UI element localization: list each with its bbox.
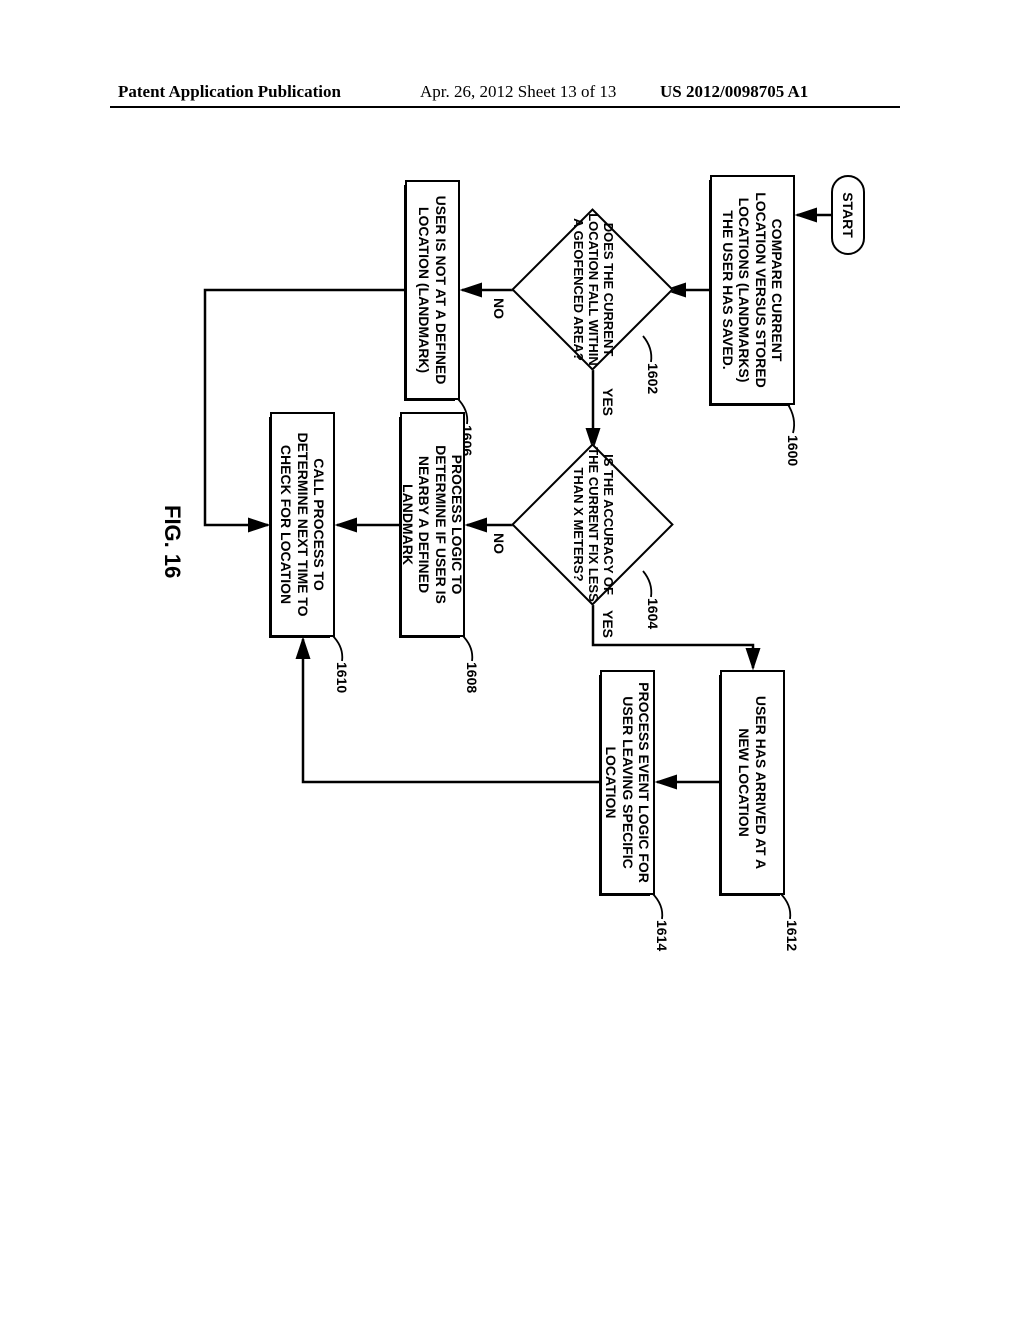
accuracy-text: IS THE ACCURACY OF THE CURRENT FIX LESS … xyxy=(535,444,650,605)
nearby-node: PROCESS LOGIC TO DETERMINE IF USER IS NE… xyxy=(400,412,465,637)
geofence-decision: DOES THE CURRENT LOCATION FALL WITHIN A … xyxy=(535,232,650,347)
ref-1612: 1612 xyxy=(784,920,800,951)
yes-label-2: YES xyxy=(600,610,616,638)
arrived-text: USER HAS ARRIVED AT A NEW LOCATION xyxy=(736,678,768,887)
ref-1600: 1600 xyxy=(785,435,801,466)
ref-1608: 1608 xyxy=(464,662,480,693)
ref-1614: 1614 xyxy=(654,920,670,951)
notat-node: USER IS NOT AT A DEFINED LOCATION (LANDM… xyxy=(405,180,460,400)
accuracy-decision: IS THE ACCURACY OF THE CURRENT FIX LESS … xyxy=(535,467,650,582)
start-node: START xyxy=(831,175,865,255)
flowchart-diagram: START COMPARE CURRENT LOCATION VERSUS ST… xyxy=(125,165,905,955)
no-label-1: NO xyxy=(491,298,507,319)
leaving-text: PROCESS EVENT LOGIC FOR USER LEAVING SPE… xyxy=(603,678,651,887)
header-rule xyxy=(110,106,900,108)
yes-label-1: YES xyxy=(600,388,616,416)
arrived-node: USER HAS ARRIVED AT A NEW LOCATION xyxy=(720,670,785,895)
ref-1610: 1610 xyxy=(334,662,350,693)
compare-text: COMPARE CURRENT LOCATION VERSUS STORED L… xyxy=(720,183,784,397)
compare-node: COMPARE CURRENT LOCATION VERSUS STORED L… xyxy=(710,175,795,405)
figure-label: FIG. 16 xyxy=(159,505,185,578)
nexttime-text: CALL PROCESS TO DETERMINE NEXT TIME TO C… xyxy=(278,420,326,629)
header-center: Apr. 26, 2012 Sheet 13 of 13 xyxy=(420,82,616,102)
nearby-text: PROCESS LOGIC TO DETERMINE IF USER IS NE… xyxy=(400,420,464,629)
no-label-2: NO xyxy=(491,533,507,554)
geofence-text: DOES THE CURRENT LOCATION FALL WITHIN A … xyxy=(535,209,650,370)
notat-text: USER IS NOT AT A DEFINED LOCATION (LANDM… xyxy=(416,188,448,392)
header-left: Patent Application Publication xyxy=(118,82,341,102)
nexttime-node: CALL PROCESS TO DETERMINE NEXT TIME TO C… xyxy=(270,412,335,637)
leaving-node: PROCESS EVENT LOGIC FOR USER LEAVING SPE… xyxy=(600,670,655,895)
start-label: START xyxy=(840,192,856,238)
header-right: US 2012/0098705 A1 xyxy=(660,82,808,102)
